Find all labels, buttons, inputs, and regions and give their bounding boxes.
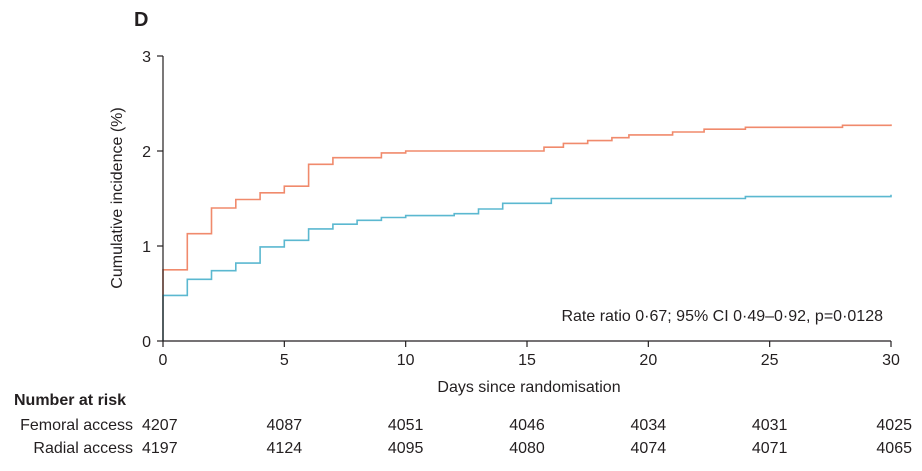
x-tick-label: 10 xyxy=(397,352,415,369)
y-tick-label: 3 xyxy=(142,49,151,66)
x-tick-label: 0 xyxy=(159,352,168,369)
y-tick-label: 0 xyxy=(142,334,151,351)
risk-row-label: Femoral access xyxy=(20,417,133,434)
risk-count: 4031 xyxy=(752,417,788,434)
risk-count: 4124 xyxy=(267,440,303,457)
y-ticks: 0 1 2 3 xyxy=(142,49,163,351)
risk-table-title: Number at risk xyxy=(14,392,126,409)
y-axis-title: Cumulative incidence (%) xyxy=(109,107,126,288)
y-tick-label: 2 xyxy=(142,144,151,161)
risk-count: 4051 xyxy=(388,417,424,434)
series-layer xyxy=(162,124,892,341)
series-line-radial xyxy=(162,194,892,341)
panel-label: D xyxy=(134,9,148,31)
series-line-femoral xyxy=(162,124,892,341)
x-tick-label: 25 xyxy=(761,352,779,369)
risk-row-label: Radial access xyxy=(33,440,133,457)
risk-count: 4074 xyxy=(631,440,667,457)
risk-count: 4207 xyxy=(142,417,178,434)
risk-count: 4025 xyxy=(876,417,912,434)
risk-count: 4087 xyxy=(267,417,303,434)
x-tick-label: 5 xyxy=(280,352,289,369)
risk-count: 4071 xyxy=(752,440,788,457)
risk-count: 4080 xyxy=(509,440,545,457)
x-tick-label: 30 xyxy=(882,352,900,369)
x-tick-label: 20 xyxy=(639,352,657,369)
risk-count: 4034 xyxy=(631,417,667,434)
risk-count: 4197 xyxy=(142,440,178,457)
x-axis-title: Days since randomisation xyxy=(437,379,620,396)
x-tick-label: 15 xyxy=(518,352,536,369)
risk-count: 4065 xyxy=(876,440,912,457)
y-tick-label: 1 xyxy=(142,239,151,256)
rate-ratio-annotation: Rate ratio 0·67; 95% CI 0·49–0·92, p=0·0… xyxy=(561,308,883,325)
x-ticks: 0 5 10 15 20 25 30 xyxy=(159,341,900,369)
risk-table-rows: Femoral access 4207 4087 4051 4046 4034 4031 40… xyxy=(20,417,912,457)
risk-count: 4095 xyxy=(388,440,424,457)
risk-count: 4046 xyxy=(509,417,545,434)
